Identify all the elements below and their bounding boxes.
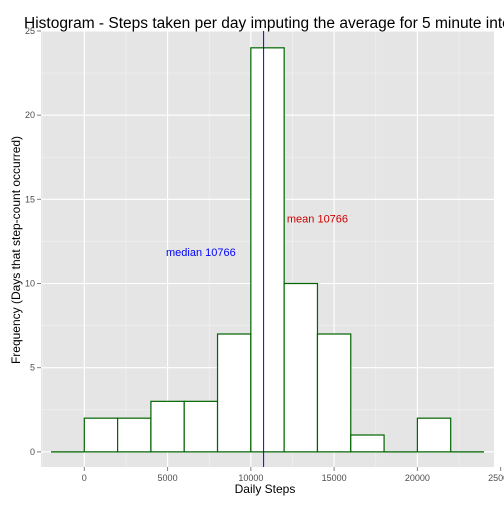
histogram-bar (283, 282, 319, 453)
chart-title: Histogram - Steps taken per day imputing… (24, 15, 504, 32)
median-annotation: median 10766 (166, 247, 236, 259)
x-tick-label: 5000 (158, 473, 178, 483)
histogram-bar (250, 47, 285, 453)
histogram-bar (83, 417, 119, 453)
y-tick-label: 5 (30, 363, 35, 373)
axes: 0 5000 10000 15000 20000 25000 0 5 10 15 20 25 (25, 26, 504, 483)
histogram-bars (50, 47, 485, 453)
x-tick-label: 15000 (322, 473, 347, 483)
histogram-bar (216, 333, 252, 453)
y-tick-label: 15 (25, 194, 35, 204)
x-tick-label: 20000 (405, 473, 430, 483)
mean-annotation: mean 10766 (287, 213, 348, 225)
histogram-bar (416, 417, 452, 453)
histogram-bar (350, 434, 385, 453)
histogram-bar (183, 400, 219, 453)
y-tick-label: 0 (30, 447, 35, 457)
histogram-bar (117, 417, 152, 453)
y-tick-label: 10 (25, 279, 35, 289)
x-tick-label: 25000 (488, 473, 504, 483)
x-tick-label: 0 (82, 473, 87, 483)
y-axis-label: Frequency (Days that step-count occurred… (9, 135, 23, 365)
x-axis-label: Daily Steps (234, 482, 296, 496)
histogram-bar (150, 400, 185, 453)
y-tick-label: 20 (25, 110, 35, 120)
y-tick-label: 25 (25, 26, 35, 36)
x-tick-label: 10000 (238, 473, 263, 483)
histogram-bar (316, 333, 352, 453)
